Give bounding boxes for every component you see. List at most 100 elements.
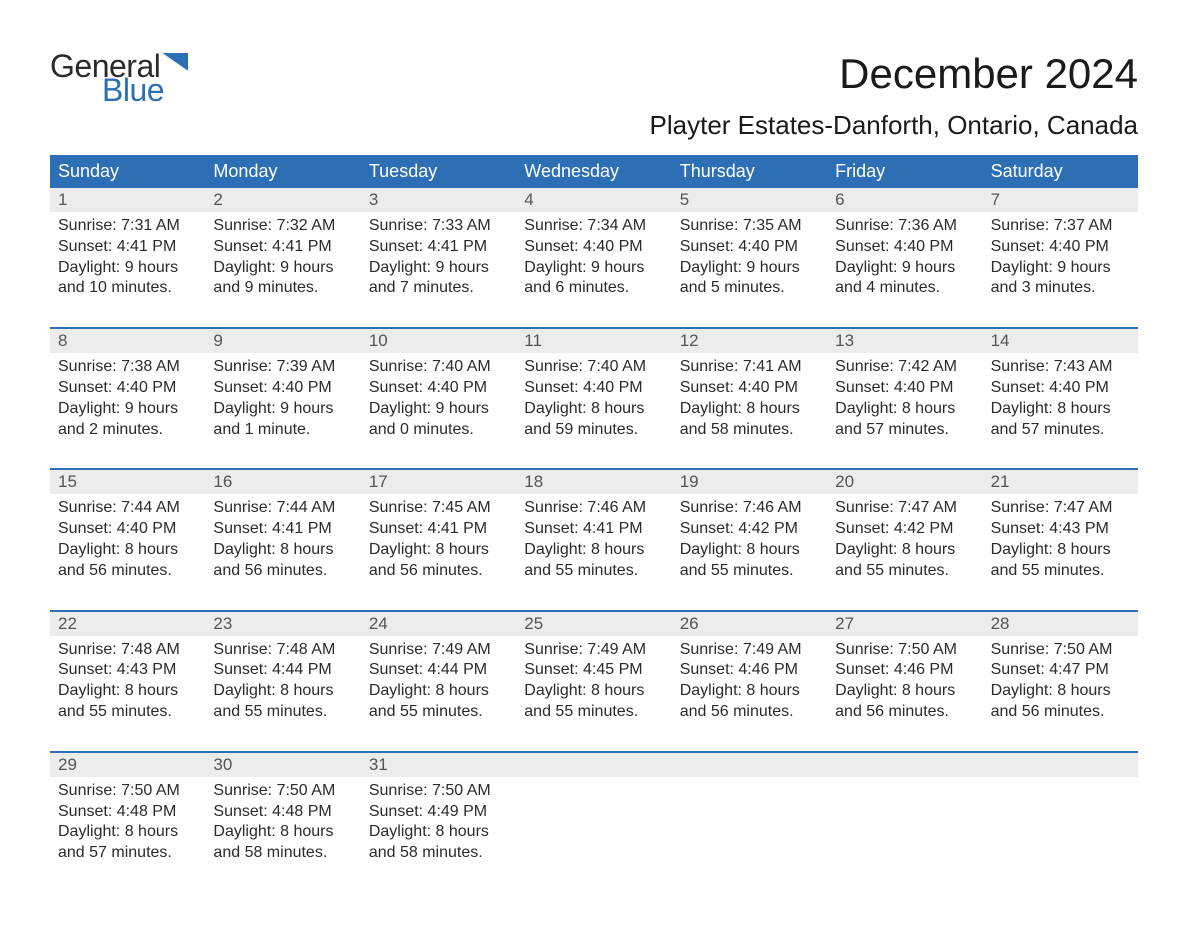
sunrise-line: Sunrise: 7:50 AM [213,781,352,802]
sunset-line: Sunset: 4:40 PM [991,237,1130,258]
day-cell: Sunrise: 7:33 AMSunset: 4:41 PMDaylight:… [361,212,516,327]
day-number: 22 [50,612,205,636]
daylight-line: Daylight: 8 hours and 55 minutes. [213,681,352,723]
weekday-friday: Friday [827,155,982,188]
sunset-line: Sunset: 4:40 PM [213,378,352,399]
day-cell: Sunrise: 7:44 AMSunset: 4:40 PMDaylight:… [50,494,205,609]
day-cell: Sunrise: 7:47 AMSunset: 4:42 PMDaylight:… [827,494,982,609]
day-number: 30 [205,753,360,777]
sunrise-line: Sunrise: 7:50 AM [835,640,974,661]
day-cell [983,777,1138,892]
sunrise-line: Sunrise: 7:36 AM [835,216,974,237]
sunrise-line: Sunrise: 7:46 AM [680,498,819,519]
sunrise-line: Sunrise: 7:48 AM [58,640,197,661]
sunset-line: Sunset: 4:44 PM [213,660,352,681]
day-cell: Sunrise: 7:46 AMSunset: 4:42 PMDaylight:… [672,494,827,609]
day-cell: Sunrise: 7:50 AMSunset: 4:46 PMDaylight:… [827,636,982,751]
daylight-line: Daylight: 8 hours and 57 minutes. [991,399,1130,441]
day-cell [827,777,982,892]
daylight-line: Daylight: 9 hours and 4 minutes. [835,258,974,300]
day-number: 10 [361,329,516,353]
day-cell: Sunrise: 7:48 AMSunset: 4:43 PMDaylight:… [50,636,205,751]
sunset-line: Sunset: 4:44 PM [369,660,508,681]
daylight-line: Daylight: 9 hours and 5 minutes. [680,258,819,300]
day-cell: Sunrise: 7:48 AMSunset: 4:44 PMDaylight:… [205,636,360,751]
sunset-line: Sunset: 4:40 PM [680,237,819,258]
day-number [983,753,1138,777]
day-cell [672,777,827,892]
sunrise-line: Sunrise: 7:45 AM [369,498,508,519]
sunrise-line: Sunrise: 7:47 AM [835,498,974,519]
day-number: 1 [50,188,205,212]
sunset-line: Sunset: 4:47 PM [991,660,1130,681]
daylight-line: Daylight: 8 hours and 55 minutes. [991,540,1130,582]
daylight-line: Daylight: 8 hours and 56 minutes. [835,681,974,723]
daynum-row: 293031 [50,753,1138,777]
day-number [672,753,827,777]
day-cell: Sunrise: 7:31 AMSunset: 4:41 PMDaylight:… [50,212,205,327]
day-number: 26 [672,612,827,636]
daylight-line: Daylight: 8 hours and 56 minutes. [213,540,352,582]
daylight-line: Daylight: 9 hours and 0 minutes. [369,399,508,441]
sunrise-line: Sunrise: 7:37 AM [991,216,1130,237]
sunrise-line: Sunrise: 7:44 AM [213,498,352,519]
daylight-line: Daylight: 8 hours and 56 minutes. [680,681,819,723]
day-cell: Sunrise: 7:50 AMSunset: 4:48 PMDaylight:… [50,777,205,892]
sunset-line: Sunset: 4:41 PM [369,237,508,258]
day-cell: Sunrise: 7:45 AMSunset: 4:41 PMDaylight:… [361,494,516,609]
sunset-line: Sunset: 4:40 PM [680,378,819,399]
sunset-line: Sunset: 4:42 PM [680,519,819,540]
day-cell: Sunrise: 7:49 AMSunset: 4:44 PMDaylight:… [361,636,516,751]
day-number: 2 [205,188,360,212]
day-cell: Sunrise: 7:50 AMSunset: 4:47 PMDaylight:… [983,636,1138,751]
day-cell: Sunrise: 7:36 AMSunset: 4:40 PMDaylight:… [827,212,982,327]
daylight-line: Daylight: 8 hours and 58 minutes. [680,399,819,441]
day-number: 24 [361,612,516,636]
daylight-line: Daylight: 8 hours and 59 minutes. [524,399,663,441]
day-cell: Sunrise: 7:37 AMSunset: 4:40 PMDaylight:… [983,212,1138,327]
sunset-line: Sunset: 4:41 PM [58,237,197,258]
weekday-saturday: Saturday [983,155,1138,188]
sunrise-line: Sunrise: 7:39 AM [213,357,352,378]
daylight-line: Daylight: 8 hours and 55 minutes. [58,681,197,723]
day-number: 12 [672,329,827,353]
day-cell: Sunrise: 7:49 AMSunset: 4:45 PMDaylight:… [516,636,671,751]
sunset-line: Sunset: 4:40 PM [58,519,197,540]
day-number: 18 [516,470,671,494]
sunrise-line: Sunrise: 7:49 AM [369,640,508,661]
day-cell [516,777,671,892]
day-number: 19 [672,470,827,494]
sunset-line: Sunset: 4:49 PM [369,802,508,823]
day-cell: Sunrise: 7:46 AMSunset: 4:41 PMDaylight:… [516,494,671,609]
day-cell: Sunrise: 7:42 AMSunset: 4:40 PMDaylight:… [827,353,982,468]
weekday-sunday: Sunday [50,155,205,188]
sunrise-line: Sunrise: 7:34 AM [524,216,663,237]
sunrise-line: Sunrise: 7:42 AM [835,357,974,378]
sunrise-line: Sunrise: 7:41 AM [680,357,819,378]
daylight-line: Daylight: 9 hours and 3 minutes. [991,258,1130,300]
day-cell: Sunrise: 7:34 AMSunset: 4:40 PMDaylight:… [516,212,671,327]
calendar: SundayMondayTuesdayWednesdayThursdayFrid… [50,155,1138,892]
day-cell: Sunrise: 7:38 AMSunset: 4:40 PMDaylight:… [50,353,205,468]
day-cell: Sunrise: 7:35 AMSunset: 4:40 PMDaylight:… [672,212,827,327]
daylight-line: Daylight: 8 hours and 55 minutes. [680,540,819,582]
day-number: 27 [827,612,982,636]
sunrise-line: Sunrise: 7:48 AM [213,640,352,661]
weekday-thursday: Thursday [672,155,827,188]
sunset-line: Sunset: 4:40 PM [835,237,974,258]
content-row: Sunrise: 7:31 AMSunset: 4:41 PMDaylight:… [50,212,1138,327]
daylight-line: Daylight: 9 hours and 2 minutes. [58,399,197,441]
daynum-row: 15161718192021 [50,470,1138,494]
sunrise-line: Sunrise: 7:50 AM [369,781,508,802]
day-cell: Sunrise: 7:43 AMSunset: 4:40 PMDaylight:… [983,353,1138,468]
logo-flag-icon [162,53,188,71]
weeks-container: 1234567Sunrise: 7:31 AMSunset: 4:41 PMDa… [50,188,1138,892]
sunrise-line: Sunrise: 7:47 AM [991,498,1130,519]
sunrise-line: Sunrise: 7:38 AM [58,357,197,378]
content-row: Sunrise: 7:50 AMSunset: 4:48 PMDaylight:… [50,777,1138,892]
logo: General Blue [50,50,188,106]
day-cell: Sunrise: 7:40 AMSunset: 4:40 PMDaylight:… [516,353,671,468]
page-subtitle: Playter Estates-Danforth, Ontario, Canad… [50,110,1138,141]
weekday-wednesday: Wednesday [516,155,671,188]
sunrise-line: Sunrise: 7:31 AM [58,216,197,237]
